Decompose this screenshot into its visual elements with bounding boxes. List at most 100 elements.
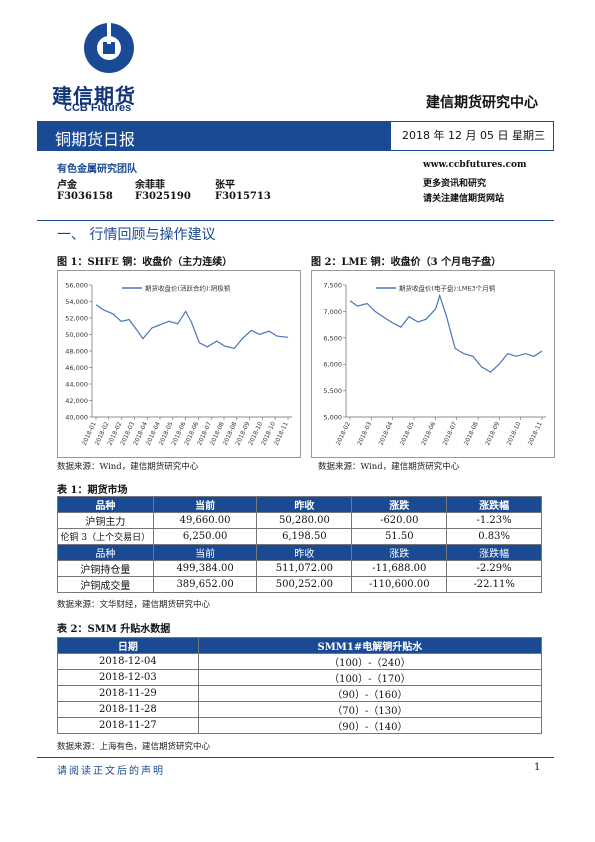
table-row: 沪铜持仓量 499,384.00 511,072.00 -11,688.00 -… bbox=[57, 560, 542, 577]
table-cell: 51.50 bbox=[351, 528, 448, 545]
table-cell: 389,652.00 bbox=[152, 576, 258, 593]
x-tick-label: 2018-03 bbox=[356, 421, 373, 447]
report-title: 铜期货日报 bbox=[55, 130, 136, 149]
table-row: 沪铜成交量 389,652.00 500,252.00 -110,600.00 … bbox=[57, 576, 542, 593]
member-id: F3015713 bbox=[215, 191, 271, 202]
y-tick-label: 6,000 bbox=[323, 361, 342, 369]
y-tick-label: 54,000 bbox=[65, 298, 88, 306]
table1-source: 数据来源：文华财经，建信期货研究中心 bbox=[57, 600, 211, 610]
table-cell: （70）-（130） bbox=[197, 701, 543, 718]
table-header-row: 日期 SMM1#电解铜升贴水 bbox=[57, 637, 543, 654]
series-line bbox=[95, 304, 289, 350]
page-number: 1 bbox=[534, 762, 541, 773]
column-header: 涨跌幅 bbox=[446, 496, 542, 513]
member-id: F3025190 bbox=[135, 191, 191, 202]
series-line bbox=[349, 293, 543, 373]
column-header: 品种 bbox=[57, 496, 154, 513]
table-row: 2018-11-27 （90）-（140） bbox=[57, 717, 543, 734]
more-info-text: 更多资讯和研究 bbox=[423, 179, 487, 189]
column-header: 涨跌 bbox=[351, 496, 448, 513]
table-cell: 511,072.00 bbox=[256, 560, 353, 577]
table-cell: -1.23% bbox=[446, 512, 542, 529]
table-cell: 2018-11-27 bbox=[57, 717, 199, 734]
x-tick-label: 2018-06 bbox=[420, 421, 437, 447]
shfe-copper-chart: 56,000 54,000 52,000 50,000 48,000 46,000 44,0… bbox=[57, 270, 301, 458]
disclaimer-note: 请阅读正文后的声明 bbox=[57, 766, 165, 777]
y-tick-label: 6,500 bbox=[323, 334, 342, 342]
table-cell: （90）-（160） bbox=[197, 685, 543, 702]
column-header: 品种 bbox=[57, 544, 154, 561]
column-header: 当前 bbox=[152, 544, 258, 561]
ccb-logo-icon bbox=[84, 20, 134, 73]
smm-premium-table: 日期 SMM1#电解铜升贴水 2018-12-04 （100）-（240） 201… bbox=[57, 637, 543, 734]
y-tick-label: 46,000 bbox=[65, 364, 88, 372]
table-cell: 499,384.00 bbox=[152, 560, 258, 577]
x-tick-label: 2018-07 bbox=[442, 421, 459, 447]
table-cell: 2018-12-03 bbox=[57, 669, 199, 686]
member-id: F3036158 bbox=[57, 191, 113, 202]
x-tick-label: 2018-08 bbox=[463, 421, 480, 447]
table-row: 2018-12-03 （100）-（170） bbox=[57, 669, 543, 686]
table-cell: -22.11% bbox=[446, 576, 542, 593]
table-cell: 6,250.00 bbox=[152, 528, 258, 545]
member-name: 张平 bbox=[215, 180, 235, 191]
table2-title: 表 2：SMM 升贴水数据 bbox=[57, 624, 171, 635]
y-tick-label: 7,500 bbox=[323, 282, 342, 290]
futures-market-table: 品种 当前 昨收 涨跌 涨跌幅 沪铜主力 49,660.00 50,280.00… bbox=[57, 496, 542, 593]
column-header: 当前 bbox=[152, 496, 258, 513]
column-header: SMM1#电解铜升贴水 bbox=[197, 637, 543, 654]
table-cell: -620.00 bbox=[351, 512, 448, 529]
figure2-source: 数据来源：Wind，建信期货研究中心 bbox=[318, 462, 460, 472]
y-tick-label: 40,000 bbox=[65, 414, 88, 422]
legend-label: 期货收盘价(电子盘):LME3个月铜 bbox=[399, 284, 496, 293]
figure2-title: 图 2：LME 铜：收盘价（3 个月电子盘） bbox=[311, 257, 502, 268]
table-cell: 2018-12-04 bbox=[57, 653, 199, 670]
legend-label: 期货收盘价(活跃合约):阴极铜 bbox=[145, 284, 231, 293]
table-cell: -11,688.00 bbox=[351, 560, 448, 577]
y-tick-label: 42,000 bbox=[65, 397, 88, 405]
table-cell: （100）-（170） bbox=[197, 669, 543, 686]
table-row: 2018-11-29 （90）-（160） bbox=[57, 685, 543, 702]
table-cell: 2018-11-28 bbox=[57, 701, 199, 718]
brand-name-en: CCB Futures bbox=[64, 102, 132, 114]
table-cell: 2018-11-29 bbox=[57, 685, 199, 702]
table-cell: 沪铜持仓量 bbox=[57, 560, 154, 577]
section-title: 一、 行情回顾与操作建议 bbox=[57, 227, 216, 243]
brand-name-cn: 建信期货 bbox=[52, 84, 136, 108]
y-tick-label: 50,000 bbox=[65, 331, 88, 339]
y-tick-label: 5,000 bbox=[323, 414, 342, 422]
x-tick-label: 2018-04 bbox=[378, 421, 395, 447]
table-cell: 伦铜 3（上个交易日） bbox=[57, 528, 154, 545]
team-label: 有色金属研究团队 bbox=[57, 164, 137, 175]
footer-divider bbox=[37, 757, 554, 758]
x-tick-label: 2018-11 bbox=[527, 421, 544, 447]
table-cell: 沪铜主力 bbox=[57, 512, 154, 529]
column-header: 昨收 bbox=[256, 496, 353, 513]
website-link[interactable]: www.ccbfutures.com bbox=[423, 160, 527, 170]
table-header-row: 品种 当前 昨收 涨跌 涨跌幅 bbox=[57, 496, 542, 513]
table-cell: 500,252.00 bbox=[256, 576, 353, 593]
report-date: 2018 年 12 月 05 日 星期三 bbox=[390, 121, 554, 151]
table-cell: -110,600.00 bbox=[351, 576, 448, 593]
y-tick-label: 44,000 bbox=[65, 381, 88, 389]
table-row: 伦铜 3（上个交易日） 6,250.00 6,198.50 51.50 0.83… bbox=[57, 528, 542, 545]
table-header-row: 品种 当前 昨收 涨跌 涨跌幅 bbox=[57, 544, 542, 561]
follow-text: 请关注建信期货网站 bbox=[423, 194, 505, 204]
column-header: 涨跌 bbox=[351, 544, 448, 561]
x-tick-label: 2018-10 bbox=[506, 421, 523, 447]
table2-source: 数据来源：上海有色，建信期货研究中心 bbox=[57, 742, 211, 752]
table-cell: 0.83% bbox=[446, 528, 542, 545]
table-cell: （100）-（240） bbox=[197, 653, 543, 670]
table1-title: 表 1：期货市场 bbox=[57, 485, 128, 496]
figure1-title: 图 1：SHFE 铜：收盘价（主力连续） bbox=[57, 257, 233, 268]
table-cell: 50,280.00 bbox=[256, 512, 353, 529]
table-cell: 6,198.50 bbox=[256, 528, 353, 545]
table-row: 2018-11-28 （70）-（130） bbox=[57, 701, 543, 718]
table-cell: 49,660.00 bbox=[152, 512, 258, 529]
y-tick-label: 5,500 bbox=[323, 387, 342, 395]
x-tick-label: 2018-02 bbox=[335, 421, 352, 447]
y-tick-label: 56,000 bbox=[65, 282, 88, 290]
y-tick-label: 48,000 bbox=[65, 348, 88, 356]
figure1-source: 数据来源：Wind，建信期货研究中心 bbox=[57, 462, 199, 472]
table-row: 2018-12-04 （100）-（240） bbox=[57, 653, 543, 670]
